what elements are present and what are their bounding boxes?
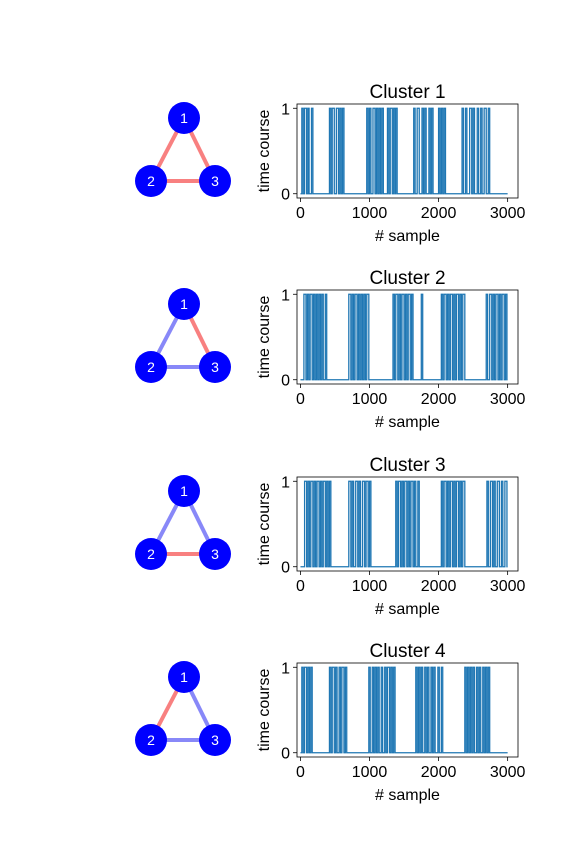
graph-node-label: 3 [211, 173, 219, 189]
axes-frame [297, 290, 518, 384]
chart-title: Cluster 3 [369, 455, 445, 476]
x-tick-label: 2000 [421, 205, 457, 222]
x-tick-label: 0 [296, 578, 305, 595]
x-tick-label: 1000 [352, 205, 388, 222]
y-tick-label: 1 [281, 287, 290, 304]
axes-frame [297, 104, 518, 198]
time-course-line [300, 108, 507, 193]
graph-node-label: 2 [147, 359, 155, 375]
x-tick-label: 0 [296, 205, 305, 222]
y-axis-label: time course [256, 296, 273, 379]
y-tick-label: 0 [281, 187, 290, 204]
x-tick-label: 2000 [421, 578, 457, 595]
y-axis-label: time course [256, 110, 273, 193]
graph-node-label: 1 [180, 669, 188, 685]
chart-title: Cluster 4 [369, 641, 445, 662]
axes-frame [297, 663, 518, 757]
y-tick-label: 0 [281, 373, 290, 390]
graph-node-label: 1 [180, 110, 188, 126]
x-tick-label: 0 [296, 391, 305, 408]
x-tick-label: 2000 [421, 764, 457, 781]
time-course-line [300, 294, 507, 379]
graph-node-label: 2 [147, 546, 155, 562]
x-tick-label: 3000 [490, 205, 526, 222]
graph-node-label: 1 [180, 296, 188, 312]
x-tick-label: 1000 [352, 578, 388, 595]
x-tick-label: 1000 [352, 764, 388, 781]
axes-frame [297, 477, 518, 571]
y-tick-label: 1 [281, 474, 290, 491]
y-tick-label: 1 [281, 101, 290, 118]
network-graph: 1 2 3 [135, 661, 231, 756]
x-tick-label: 0 [296, 764, 305, 781]
x-tick-label: 3000 [490, 391, 526, 408]
network-graph: 1 2 3 [135, 475, 231, 570]
y-tick-label: 0 [281, 560, 290, 577]
graph-node-label: 1 [180, 483, 188, 499]
cluster-panel: 1 2 3 0 1000 2000 3000 0 1 Cluster 4 # sample time … [135, 641, 526, 804]
time-course-line [300, 667, 507, 752]
time-course-line [300, 481, 507, 566]
x-tick-label: 3000 [490, 764, 526, 781]
x-axis-label: # sample [375, 601, 440, 618]
chart-title: Cluster 2 [369, 268, 445, 289]
cluster-panel: 1 2 3 0 1000 2000 3000 0 1 Cluster 2 # sample time … [135, 268, 526, 431]
graph-node-label: 2 [147, 732, 155, 748]
graph-node-label: 3 [211, 359, 219, 375]
y-axis-label: time course [256, 669, 273, 752]
graph-node-label: 3 [211, 546, 219, 562]
x-axis-label: # sample [375, 787, 440, 804]
cluster-panel: 1 2 3 0 1000 2000 3000 0 1 Cluster 1 # sample time … [135, 82, 526, 245]
graph-node-label: 2 [147, 173, 155, 189]
x-axis-label: # sample [375, 414, 440, 431]
y-tick-label: 1 [281, 660, 290, 677]
x-tick-label: 3000 [490, 578, 526, 595]
y-tick-label: 0 [281, 746, 290, 763]
x-tick-label: 1000 [352, 391, 388, 408]
network-graph: 1 2 3 [135, 102, 231, 197]
chart-title: Cluster 1 [369, 82, 445, 103]
x-tick-label: 2000 [421, 391, 457, 408]
x-axis-label: # sample [375, 228, 440, 245]
graph-node-label: 3 [211, 732, 219, 748]
cluster-panel: 1 2 3 0 1000 2000 3000 0 1 Cluster 3 # sample time … [135, 455, 526, 618]
network-graph: 1 2 3 [135, 288, 231, 383]
y-axis-label: time course [256, 483, 273, 566]
